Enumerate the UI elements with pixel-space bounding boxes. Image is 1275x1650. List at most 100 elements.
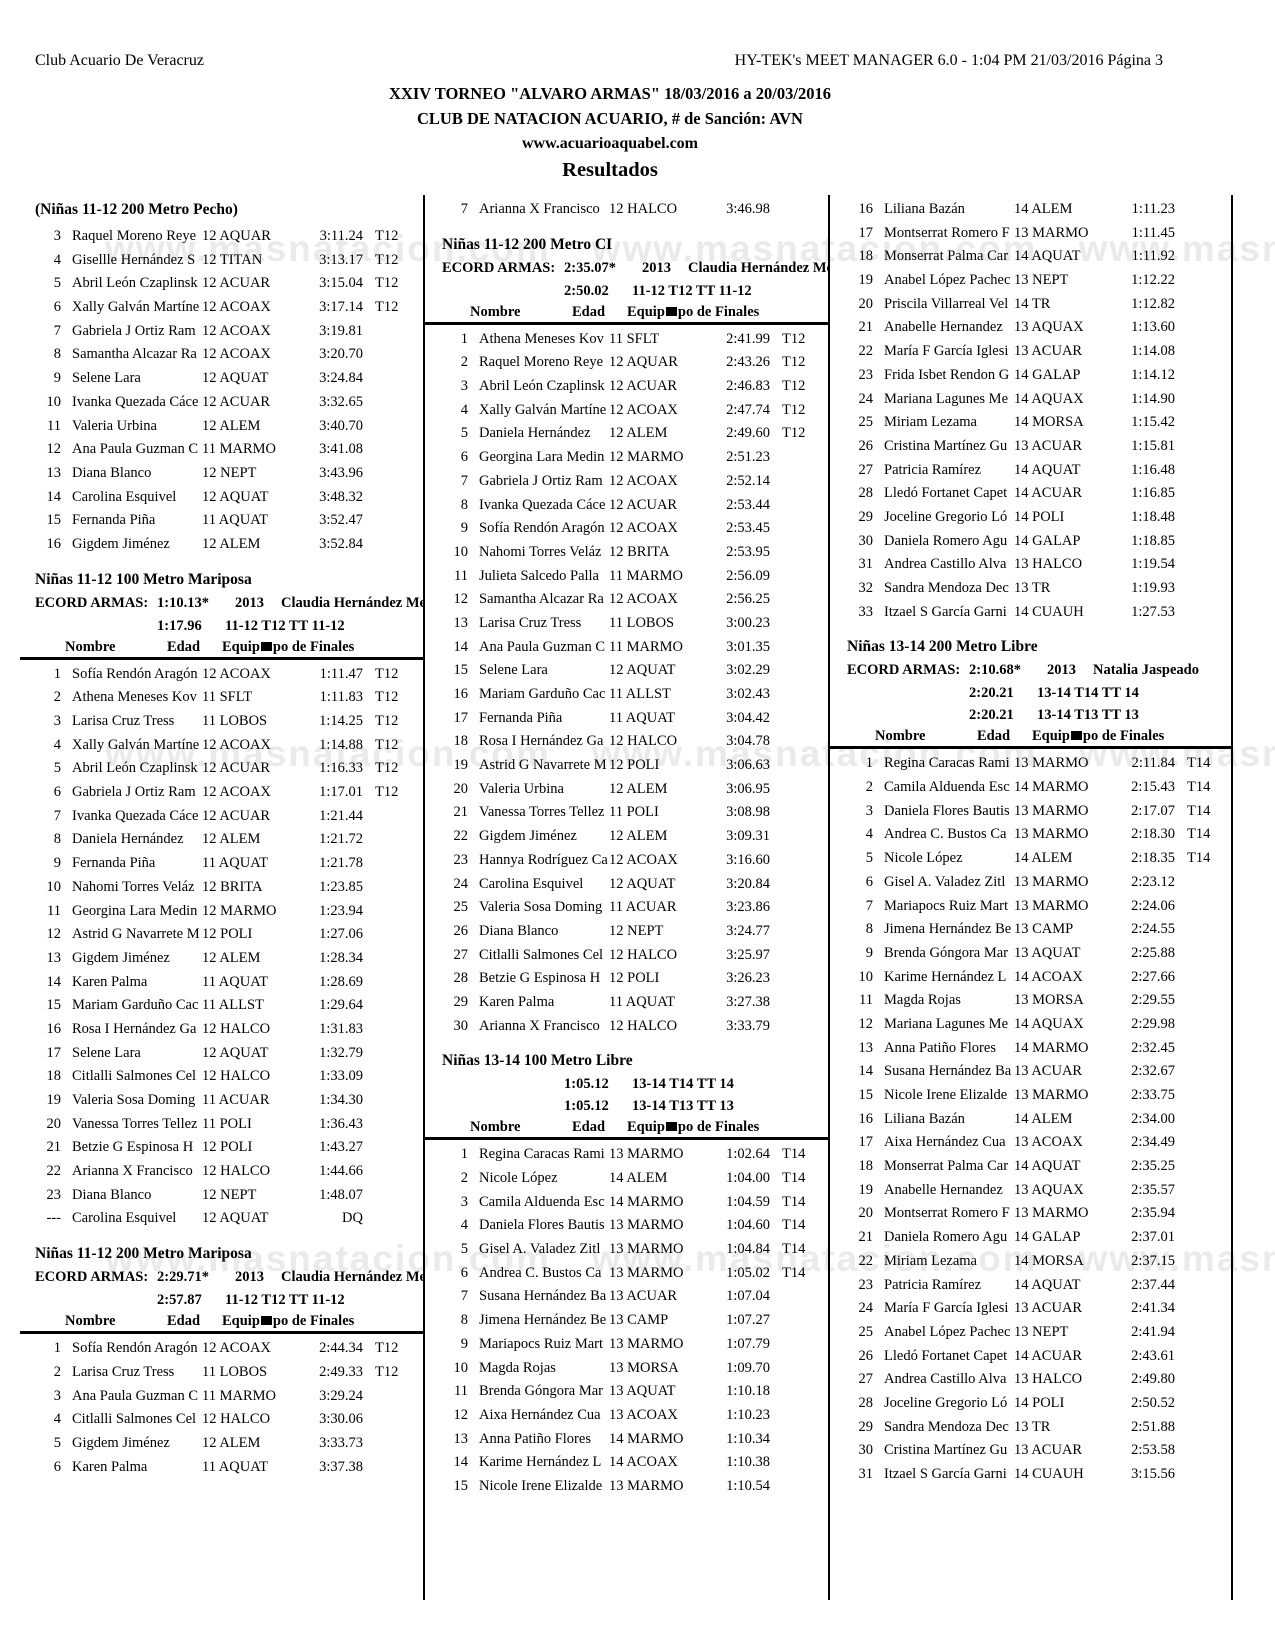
time-standard-cell	[1175, 293, 1231, 317]
result-row: 16 Rosa I Hernández Ga 12 HALCO 1:31.83	[35, 1018, 423, 1042]
age-team-cell: 14 ACOAX	[1014, 968, 1083, 985]
time-standard-cell	[1175, 198, 1231, 222]
time-standard-cell	[770, 446, 828, 470]
result-row: 30 Cristina Martínez Gu 13 ACUAR 2:53.58	[847, 1439, 1231, 1463]
age-team-cell: 12 ALEM	[202, 831, 261, 848]
age-team-cell: 11 POLI	[202, 1115, 252, 1132]
result-row: 22 María F García Iglesi 13 ACUAR 1:14.0…	[847, 340, 1231, 364]
time-standard-cell	[363, 1136, 423, 1160]
page-title: Resultados	[562, 159, 658, 181]
finals-time-cell: 1:19.54	[1131, 556, 1175, 573]
result-row: 13 Anna Patiño Flores 14 MARMO 1:10.34	[442, 1428, 828, 1452]
age-team-cell: 12 BRITA	[609, 543, 670, 560]
column-header-edad: Edad	[977, 728, 1011, 745]
rank-cell: 2	[865, 779, 873, 796]
age-team-cell: 12 AQUAT	[202, 1044, 269, 1061]
time-standard-cell: T12	[375, 736, 399, 753]
finals-time-cell: 2:53.95	[726, 543, 770, 560]
results-rows: 1 Regina Caracas Rami 13 MARMO 1:02.64 T…	[442, 1143, 828, 1498]
column-header-equipo-tiempo: Equip po de Finales	[627, 303, 760, 320]
time-standard-cell	[363, 900, 423, 924]
record-holder: Claudia Hernández Me	[281, 594, 423, 611]
swimmer-name-cell: Sandra Mendoza Dec	[884, 1418, 1009, 1435]
overprint-block-icon	[1070, 731, 1082, 741]
qualifying-time: 2:57.87	[157, 1292, 202, 1309]
result-row: 31 Andrea Castillo Alva 13 HALCO 1:19.54	[847, 553, 1231, 577]
time-standard-cell: T12	[375, 251, 399, 268]
result-row: 10 Nahomi Torres Veláz 12 BRITA 1:23.85	[35, 876, 423, 900]
swimmer-name-cell: Frida Isbet Rendon G	[884, 366, 1010, 383]
finals-time-cell: 1:16.48	[1131, 461, 1175, 478]
rank-cell: 6	[53, 784, 61, 801]
result-row: 1 Regina Caracas Rami 13 MARMO 1:02.64 T…	[442, 1143, 828, 1167]
age-team-cell: 11 LOBOS	[202, 713, 268, 729]
time-standard-cell	[1175, 1226, 1231, 1250]
finals-time-cell: 1:21.78	[319, 855, 363, 872]
rank-cell: 27	[858, 461, 874, 478]
swimmer-name-cell: Anabel López Pachec	[884, 272, 1011, 289]
time-standard-cell	[770, 920, 828, 944]
qualifying-standard-line: 2:57.87 11-12 T12 TT 11-12	[35, 1289, 423, 1311]
age-team-cell: 12 ACUAR	[202, 393, 271, 410]
age-team-cell: 12 HALCO	[609, 201, 678, 217]
time-standard-cell	[1175, 1321, 1231, 1345]
finals-time-cell: 2:53.44	[726, 496, 770, 513]
rank-cell: 14	[858, 1063, 874, 1080]
finals-time-cell: 2:53.45	[726, 520, 770, 537]
rank-cell: 5	[865, 850, 873, 867]
time-standard-cell	[363, 320, 423, 344]
age-team-cell: 13 MARMO	[1014, 897, 1089, 914]
finals-time-cell: 2:53.58	[1131, 1442, 1175, 1459]
finals-time-cell: 3:01.35	[726, 638, 770, 655]
time-standard-cell: T12	[782, 354, 806, 371]
finals-time-cell: 2:35.94	[1131, 1205, 1175, 1222]
age-team-cell: 14 AQUAT	[1014, 248, 1081, 265]
finals-time-cell: 1:33.09	[319, 1068, 363, 1085]
rank-cell: 11	[47, 417, 61, 434]
age-team-cell: 13 MARMO	[1014, 1205, 1089, 1222]
swimmer-name-cell: Daniela Hernández	[479, 425, 591, 442]
result-row: 13 Gigdem Jiménez 12 ALEM 1:28.34	[35, 947, 423, 971]
finals-time-cell: 3:37.38	[319, 1458, 363, 1475]
result-row: 3 Camila Alduenda Esc 14 MARMO 1:04.59 T…	[442, 1191, 828, 1215]
swimmer-name-cell: Montserrat Romero F	[884, 1205, 1010, 1222]
rank-cell: 5	[53, 760, 61, 777]
swimmer-name-cell: Anabelle Hernandez	[884, 1181, 1003, 1198]
swimmer-name-cell: Ana Paula Guzman C	[72, 441, 199, 458]
age-team-cell: 12 AQUAT	[202, 488, 269, 505]
result-row: 8 Jimena Hernández Be 13 CAMP 2:24.55	[847, 918, 1231, 942]
result-row: --- Carolina Esquivel 12 AQUAT DQ	[35, 1207, 423, 1231]
age-team-cell: 13 NEPT	[1014, 1323, 1069, 1340]
swimmer-name-cell: Camila Alduenda Esc	[884, 779, 1010, 796]
age-team-cell: 14 GALAP	[1014, 366, 1081, 383]
time-standard-cell: T12	[375, 1340, 399, 1357]
column-header-equipo-tiempo: Equip po de Finales	[1032, 728, 1165, 745]
finals-time-cell: 1:16.33	[319, 760, 363, 777]
age-team-cell: 12 ACUAR	[609, 378, 678, 395]
result-row: 4 Xally Galván Martíne 12 ACOAX 2:47.74 …	[442, 399, 828, 423]
finals-time-cell: 3:33.73	[319, 1434, 363, 1451]
age-team-cell: 14 ACUAR	[1014, 1347, 1083, 1364]
age-team-cell: 13 MORSA	[1014, 992, 1084, 1009]
time-standard-cell	[363, 367, 423, 391]
age-team-cell: 11 AQUAT	[609, 709, 675, 726]
swimmer-name-cell: Hannya Rodríguez Ca	[479, 851, 608, 868]
age-team-cell: 12 ACOAX	[202, 299, 271, 316]
results-table-header: Nombre Edad Equip po de Finales	[20, 637, 423, 660]
finals-time-cell: 2:29.98	[1131, 1015, 1175, 1032]
result-row: 11 Magda Rojas 13 MORSA 2:29.55	[847, 989, 1231, 1013]
finals-time-cell: 2:24.06	[1131, 897, 1175, 914]
age-team-cell: 12 ACOAX	[202, 665, 271, 682]
result-row: 9 Selene Lara 12 AQUAT 3:24.84	[35, 367, 423, 391]
time-standard-cell: T12	[375, 689, 399, 706]
age-team-cell: 12 POLI	[202, 1139, 253, 1156]
finals-time-cell: 2:23.12	[1131, 873, 1175, 890]
swimmer-name-cell: Brenda Góngora Mar	[884, 944, 1009, 961]
rank-cell: 10	[46, 878, 62, 895]
result-row: 20 Vanessa Torres Tellez 11 POLI 1:36.43	[35, 1113, 423, 1137]
finals-time-cell: 2:56.25	[726, 591, 770, 608]
finals-time-cell: 2:49.80	[1131, 1371, 1175, 1388]
rank-cell: 18	[46, 1068, 62, 1085]
finals-time-cell: 2:51.88	[1131, 1418, 1175, 1435]
column-header-equipo-tiempo: Equip po de Finales	[222, 638, 355, 655]
